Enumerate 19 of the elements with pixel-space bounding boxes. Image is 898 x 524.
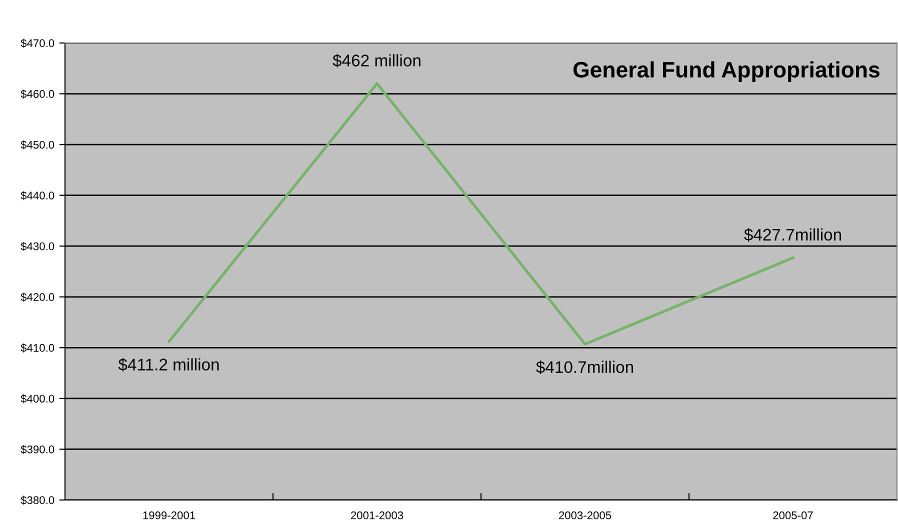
y-tick-label: $410.0	[20, 343, 54, 352]
x-tick-label: 2001-2003	[350, 511, 404, 520]
y-tick-label: $380.0	[20, 496, 54, 505]
data-label: $411.2 million	[118, 358, 219, 372]
y-tick-label: $430.0	[20, 242, 54, 251]
y-tick-label: $450.0	[20, 140, 54, 150]
y-tick-label: $390.0	[20, 445, 54, 454]
data-label: $427.7million	[744, 228, 842, 242]
data-label: $410.7million	[536, 360, 634, 374]
y-tick-label: $440.0	[20, 191, 54, 200]
x-tick-label: 2003-2005	[558, 511, 612, 520]
x-tick-label: 2005-07	[773, 511, 813, 520]
y-tick-label: $400.0	[20, 394, 54, 404]
y-tick-label: $460.0	[20, 90, 54, 99]
text: General Fund Appropriations	[573, 61, 880, 82]
data-label: $462 million	[332, 54, 420, 68]
y-tick-label: $420.0	[20, 292, 54, 302]
x-tick-label: 1999-2001	[143, 511, 196, 520]
y-tick-label: $470.0	[20, 38, 54, 48]
